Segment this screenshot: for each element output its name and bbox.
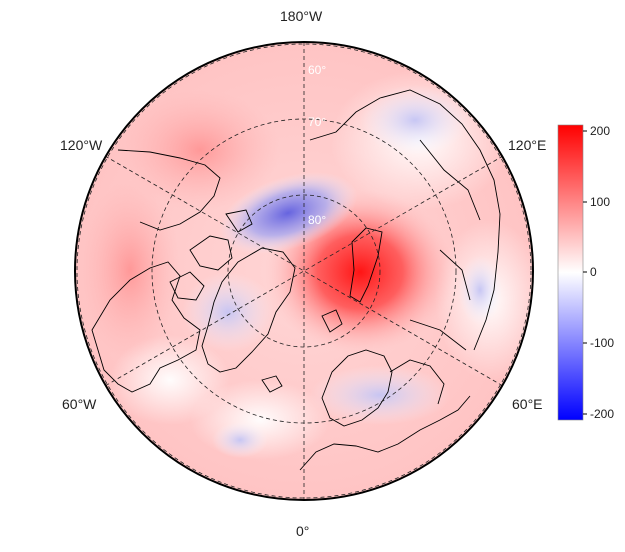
- negative-greenland: [182, 272, 274, 352]
- colorbar-gradient: [558, 125, 583, 420]
- iceland: [261, 375, 283, 393]
- lat-label-80: 80°: [308, 213, 326, 227]
- negative-east-siberia: [360, 85, 470, 155]
- siberia-coast: [309, 89, 501, 351]
- colorbar-tick-neg200: -200: [590, 407, 614, 421]
- lon-label-0: 0°: [296, 523, 310, 539]
- coastlines: [91, 89, 501, 471]
- lat-label-70: 70°: [308, 115, 326, 129]
- scandinavia-coast: [321, 349, 393, 427]
- pink-patch-w: [80, 180, 180, 360]
- pink-patch-nw: [120, 90, 280, 210]
- canadian-archipelago: [169, 209, 253, 301]
- alaska-coast: [117, 149, 221, 231]
- lon-label-180w: 180°W: [280, 8, 323, 24]
- negative-south: [212, 422, 268, 458]
- colorbar-tick-200: 200: [590, 124, 610, 138]
- lon-label-60w: 60°W: [62, 396, 97, 412]
- negative-asia-east: [458, 255, 502, 325]
- colorbar-tick-100: 100: [590, 195, 610, 209]
- colorbar: 200 100 0 -100 -200: [557, 124, 614, 421]
- map-border: [74, 41, 534, 501]
- colorbar-tick-neg100: -100: [590, 336, 614, 350]
- lat-label-60: 60°: [308, 63, 326, 77]
- negative-anomaly-center: [218, 172, 358, 254]
- lon-label-120w: 120°W: [60, 137, 103, 153]
- lon-label-60e: 60°E: [512, 396, 543, 412]
- europe-coast: [299, 395, 471, 471]
- anomaly-field: 60° 70° 80°: [75, 42, 533, 500]
- colorbar-tick-0: 0: [590, 265, 597, 279]
- svalbard: [321, 309, 343, 333]
- north-america-coast: [91, 261, 201, 393]
- greenland-coast: [201, 247, 296, 373]
- graticule: [76, 42, 532, 500]
- lon-label-120e: 120°E: [508, 137, 547, 153]
- lat-circle-60: [76, 43, 532, 499]
- asia-borders: [409, 139, 481, 351]
- novaya-zemlya: [349, 227, 383, 303]
- colorbar-ticks: [583, 130, 587, 415]
- baltic-lines: [389, 359, 445, 405]
- negative-scandinavia: [310, 365, 450, 425]
